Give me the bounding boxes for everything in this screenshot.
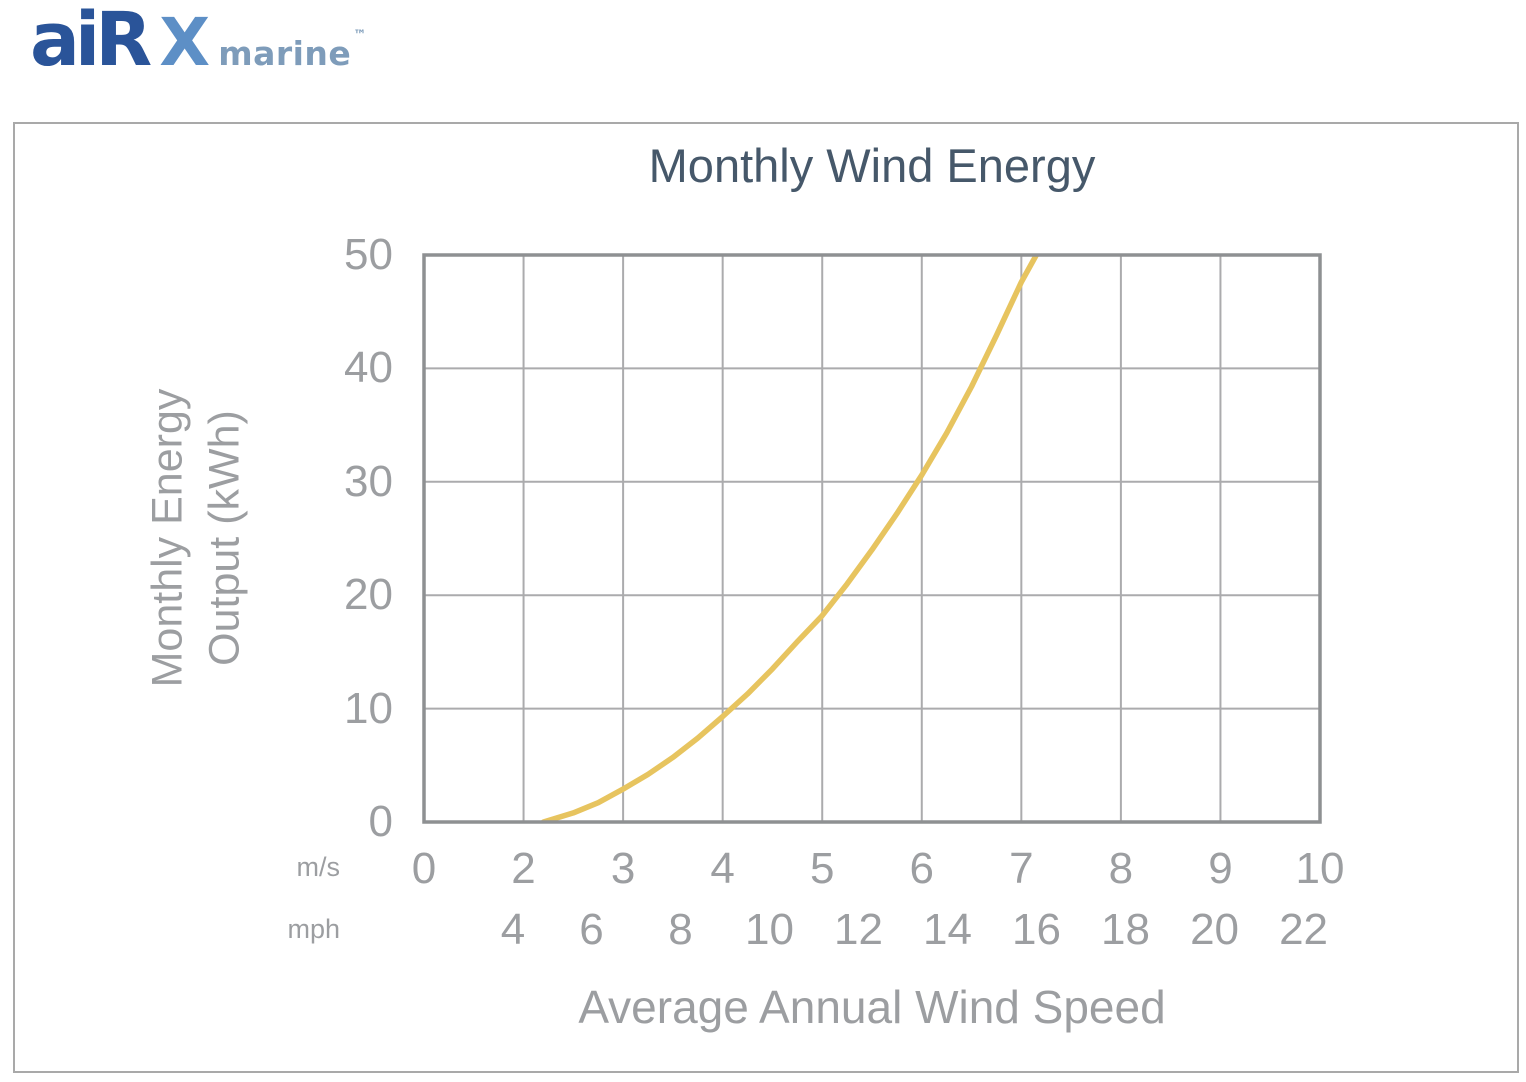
x-axis-unit-ms: m/s: [296, 852, 341, 882]
x-tick-label-mph: 22: [1279, 905, 1329, 954]
x-tick-label-ms: 5: [809, 844, 835, 893]
y-tick-label: 20: [344, 570, 393, 620]
x-tick-label-ms: 3: [610, 844, 636, 893]
chart-title: Monthly Wind Energy: [648, 139, 1096, 192]
x-tick-label-ms: 0: [411, 844, 437, 893]
energy-curve: [540, 255, 1040, 822]
x-tick-label-mph: 8: [668, 905, 693, 954]
x-tick-label-mph: 18: [1101, 905, 1150, 954]
x-tick-label-mph: 4: [500, 905, 526, 954]
y-tick-label: 40: [344, 343, 393, 393]
x-tick-label-mph: 10: [745, 905, 794, 954]
x-tick-label-ms: 4: [710, 844, 735, 893]
y-tick-label: 10: [344, 683, 393, 733]
x-axis-unit-mph: mph: [287, 914, 340, 944]
x-tick-label-mph: 14: [923, 905, 972, 954]
x-axis-title: Average Annual Wind Speed: [578, 981, 1166, 1033]
x-tick-label-mph: 16: [1012, 905, 1061, 954]
x-tick-label-ms: 10: [1295, 844, 1345, 893]
chart-panel: [13, 122, 1519, 1073]
plot-border: [422, 253, 1322, 824]
logo-marine-text: marine: [218, 34, 352, 73]
y-tick-label: 50: [344, 230, 393, 279]
x-tick-label-ms: 9: [1208, 844, 1233, 893]
y-tick-label: 0: [368, 797, 393, 846]
logo-trademark: ™: [353, 28, 367, 43]
x-tick-label-ms: 8: [1108, 844, 1134, 893]
x-tick-label-mph: 12: [834, 905, 883, 954]
logo-x-text: X: [159, 4, 211, 81]
x-tick-label-ms: 2: [511, 844, 536, 893]
x-tick-label-ms: 6: [909, 844, 934, 893]
y-tick-label: 30: [344, 456, 393, 506]
logo-airx-marine: aiR X marine ™: [30, 0, 367, 83]
x-tick-label-mph: 20: [1190, 905, 1240, 954]
x-tick-label-ms: 7: [1009, 844, 1034, 893]
x-tick-label-mph: 6: [579, 905, 604, 954]
logo-air-text: aiR: [30, 0, 152, 83]
